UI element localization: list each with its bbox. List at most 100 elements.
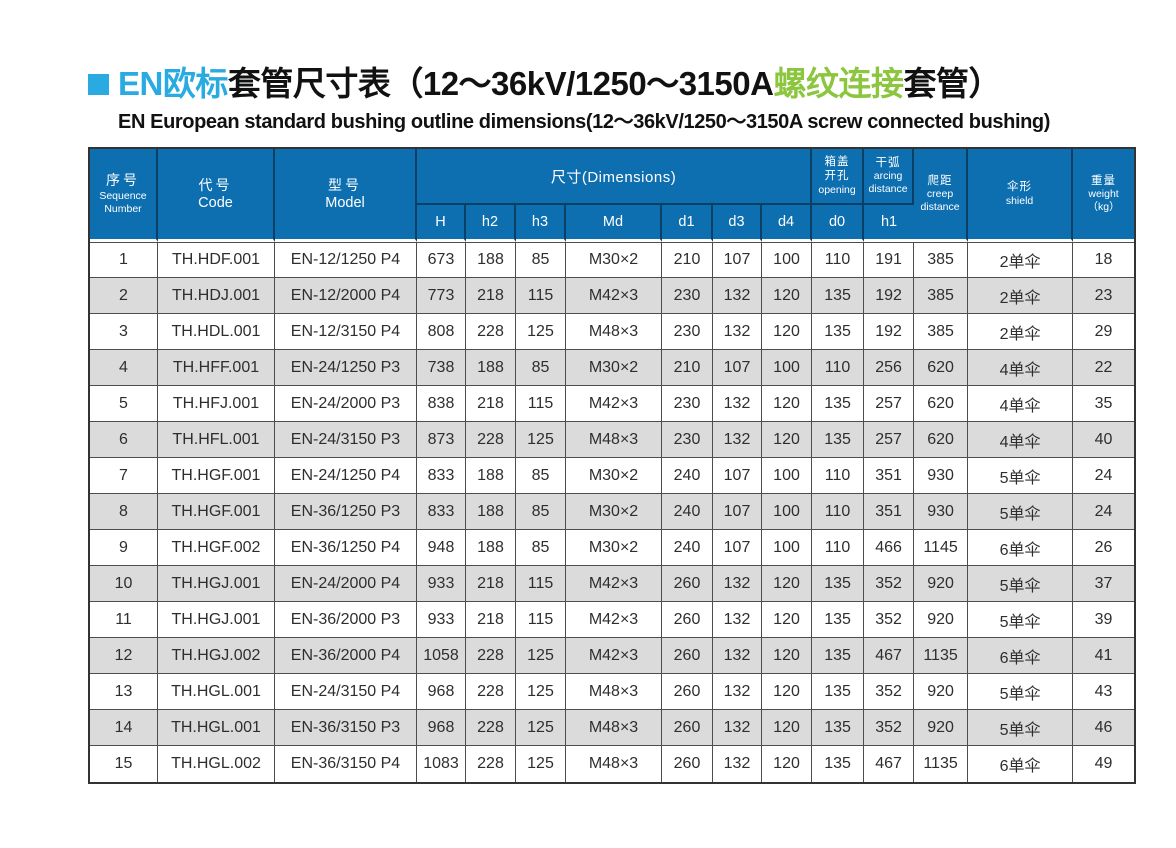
table-cell: M48×3 — [566, 710, 662, 746]
table-cell: 100 — [762, 458, 813, 494]
table-cell: TH.HGF.001 — [158, 494, 275, 530]
table-cell: TH.HGL.002 — [158, 746, 275, 782]
table-cell: 115 — [516, 566, 566, 602]
table-cell: 5单伞 — [968, 602, 1074, 638]
table-cell: 125 — [516, 422, 566, 458]
table-cell: 135 — [812, 674, 865, 710]
table-cell: M30×2 — [566, 350, 662, 386]
table-cell: M30×2 — [566, 530, 662, 566]
table-cell: EN-12/2000 P4 — [275, 278, 417, 314]
table-cell: 100 — [762, 350, 813, 386]
table-cell: M42×3 — [566, 566, 662, 602]
table-cell: 1 — [90, 242, 158, 278]
col-header-shield-en: shield — [1005, 194, 1034, 207]
table-cell: 352 — [864, 710, 915, 746]
table-cell: TH.HFF.001 — [158, 350, 275, 386]
table-cell: 135 — [812, 602, 865, 638]
table-cell: 85 — [516, 530, 566, 566]
table-cell: 107 — [713, 242, 762, 278]
page-subtitle: EN European standard bushing outline dim… — [118, 111, 1050, 134]
col-header-creep: 爬距 creep distance — [914, 149, 969, 242]
table-cell: 24 — [1073, 494, 1135, 530]
table-cell: EN-36/1250 P3 — [275, 494, 417, 530]
table-cell: 188 — [466, 242, 516, 278]
table-cell: 230 — [662, 278, 713, 314]
table-cell: 228 — [466, 710, 516, 746]
table-cell: 120 — [762, 602, 813, 638]
table-cell: EN-24/2000 P4 — [275, 566, 417, 602]
table-cell: 240 — [662, 458, 713, 494]
table-cell: 466 — [864, 530, 915, 566]
dimensions-table-wrapper: 序号 Sequence Number 代号 Code 型号 Model 尺寸(D… — [88, 147, 1137, 784]
col-header-weight: 重量 weight （kg） — [1073, 149, 1135, 242]
col-header-weight-unit: （kg） — [1087, 200, 1120, 213]
col-header-h2: h2 — [466, 205, 516, 242]
table-cell: 188 — [466, 350, 516, 386]
table-cell: EN-24/3150 P4 — [275, 674, 417, 710]
col-header-model-cn: 型号 — [328, 177, 362, 194]
table-cell: 120 — [762, 314, 813, 350]
table-cell: 352 — [864, 602, 915, 638]
table-cell: 135 — [812, 638, 865, 674]
col-header-sequence-en2: Number — [104, 202, 142, 215]
table-cell: 110 — [812, 242, 865, 278]
table-cell: 218 — [466, 278, 516, 314]
table-cell: 135 — [812, 710, 865, 746]
table-cell: TH.HDF.001 — [158, 242, 275, 278]
table-cell: 228 — [466, 746, 516, 782]
table-cell: 257 — [864, 422, 915, 458]
table-cell: 1083 — [417, 746, 466, 782]
table-cell: 1135 — [914, 746, 969, 782]
table-cell: 110 — [812, 350, 865, 386]
table-cell: 24 — [1073, 458, 1135, 494]
table-row: 2 TH.HDJ.001 EN-12/2000 P4 773 218 115 M42×3 23… — [90, 278, 1135, 314]
table-cell: 620 — [914, 422, 969, 458]
table-cell: 6单伞 — [968, 746, 1074, 782]
table-cell: 107 — [713, 494, 762, 530]
table-cell: 3 — [90, 314, 158, 350]
table-cell: 385 — [914, 242, 969, 278]
table-cell: 620 — [914, 386, 969, 422]
table-cell: 107 — [713, 350, 762, 386]
table-cell: TH.HGF.001 — [158, 458, 275, 494]
table-cell: 933 — [417, 566, 466, 602]
table-cell: 192 — [864, 278, 915, 314]
table-cell: 13 — [90, 674, 158, 710]
col-header-arcing-en2: distance — [868, 182, 908, 195]
table-cell: 135 — [812, 314, 865, 350]
table-cell: 4单伞 — [968, 386, 1074, 422]
table-cell: 125 — [516, 746, 566, 782]
table-cell: 12 — [90, 638, 158, 674]
table-cell: 110 — [812, 458, 865, 494]
table-row: 4 TH.HFF.001 EN-24/1250 P3 738 188 85 M30×2 210… — [90, 350, 1135, 386]
table-row: 6 TH.HFL.001 EN-24/3150 P3 873 228 125 M48×3 23… — [90, 422, 1135, 458]
table-cell: 385 — [914, 314, 969, 350]
table-cell: 188 — [466, 494, 516, 530]
table-cell: 135 — [812, 278, 865, 314]
table-row: 14 TH.HGL.001 EN-36/3150 P3 968 228 125 M48×3 2… — [90, 710, 1135, 746]
table-cell: EN-36/3150 P4 — [275, 746, 417, 782]
table-cell: TH.HFJ.001 — [158, 386, 275, 422]
table-cell: 135 — [812, 386, 865, 422]
table-cell: 85 — [516, 458, 566, 494]
table-cell: M42×3 — [566, 386, 662, 422]
table-cell: 218 — [466, 386, 516, 422]
table-cell: TH.HGL.001 — [158, 710, 275, 746]
table-row: 12 TH.HGJ.002 EN-36/2000 P4 1058 228 125 M42×3… — [90, 638, 1135, 674]
table-row: 5 TH.HFJ.001 EN-24/2000 P3 838 218 115 M42×3 23… — [90, 386, 1135, 422]
table-cell: 228 — [466, 314, 516, 350]
table-cell: 18 — [1073, 242, 1135, 278]
table-cell: 4单伞 — [968, 422, 1074, 458]
col-header-code-en: Code — [198, 194, 233, 211]
table-cell: TH.HDJ.001 — [158, 278, 275, 314]
table-cell: 120 — [762, 278, 813, 314]
table-cell: 125 — [516, 674, 566, 710]
table-cell: 37 — [1073, 566, 1135, 602]
table-cell: 833 — [417, 458, 466, 494]
table-cell: 968 — [417, 710, 466, 746]
table-cell: 230 — [662, 386, 713, 422]
table-cell: 120 — [762, 746, 813, 782]
table-cell: 14 — [90, 710, 158, 746]
table-cell: 132 — [713, 386, 762, 422]
table-cell: 107 — [713, 458, 762, 494]
